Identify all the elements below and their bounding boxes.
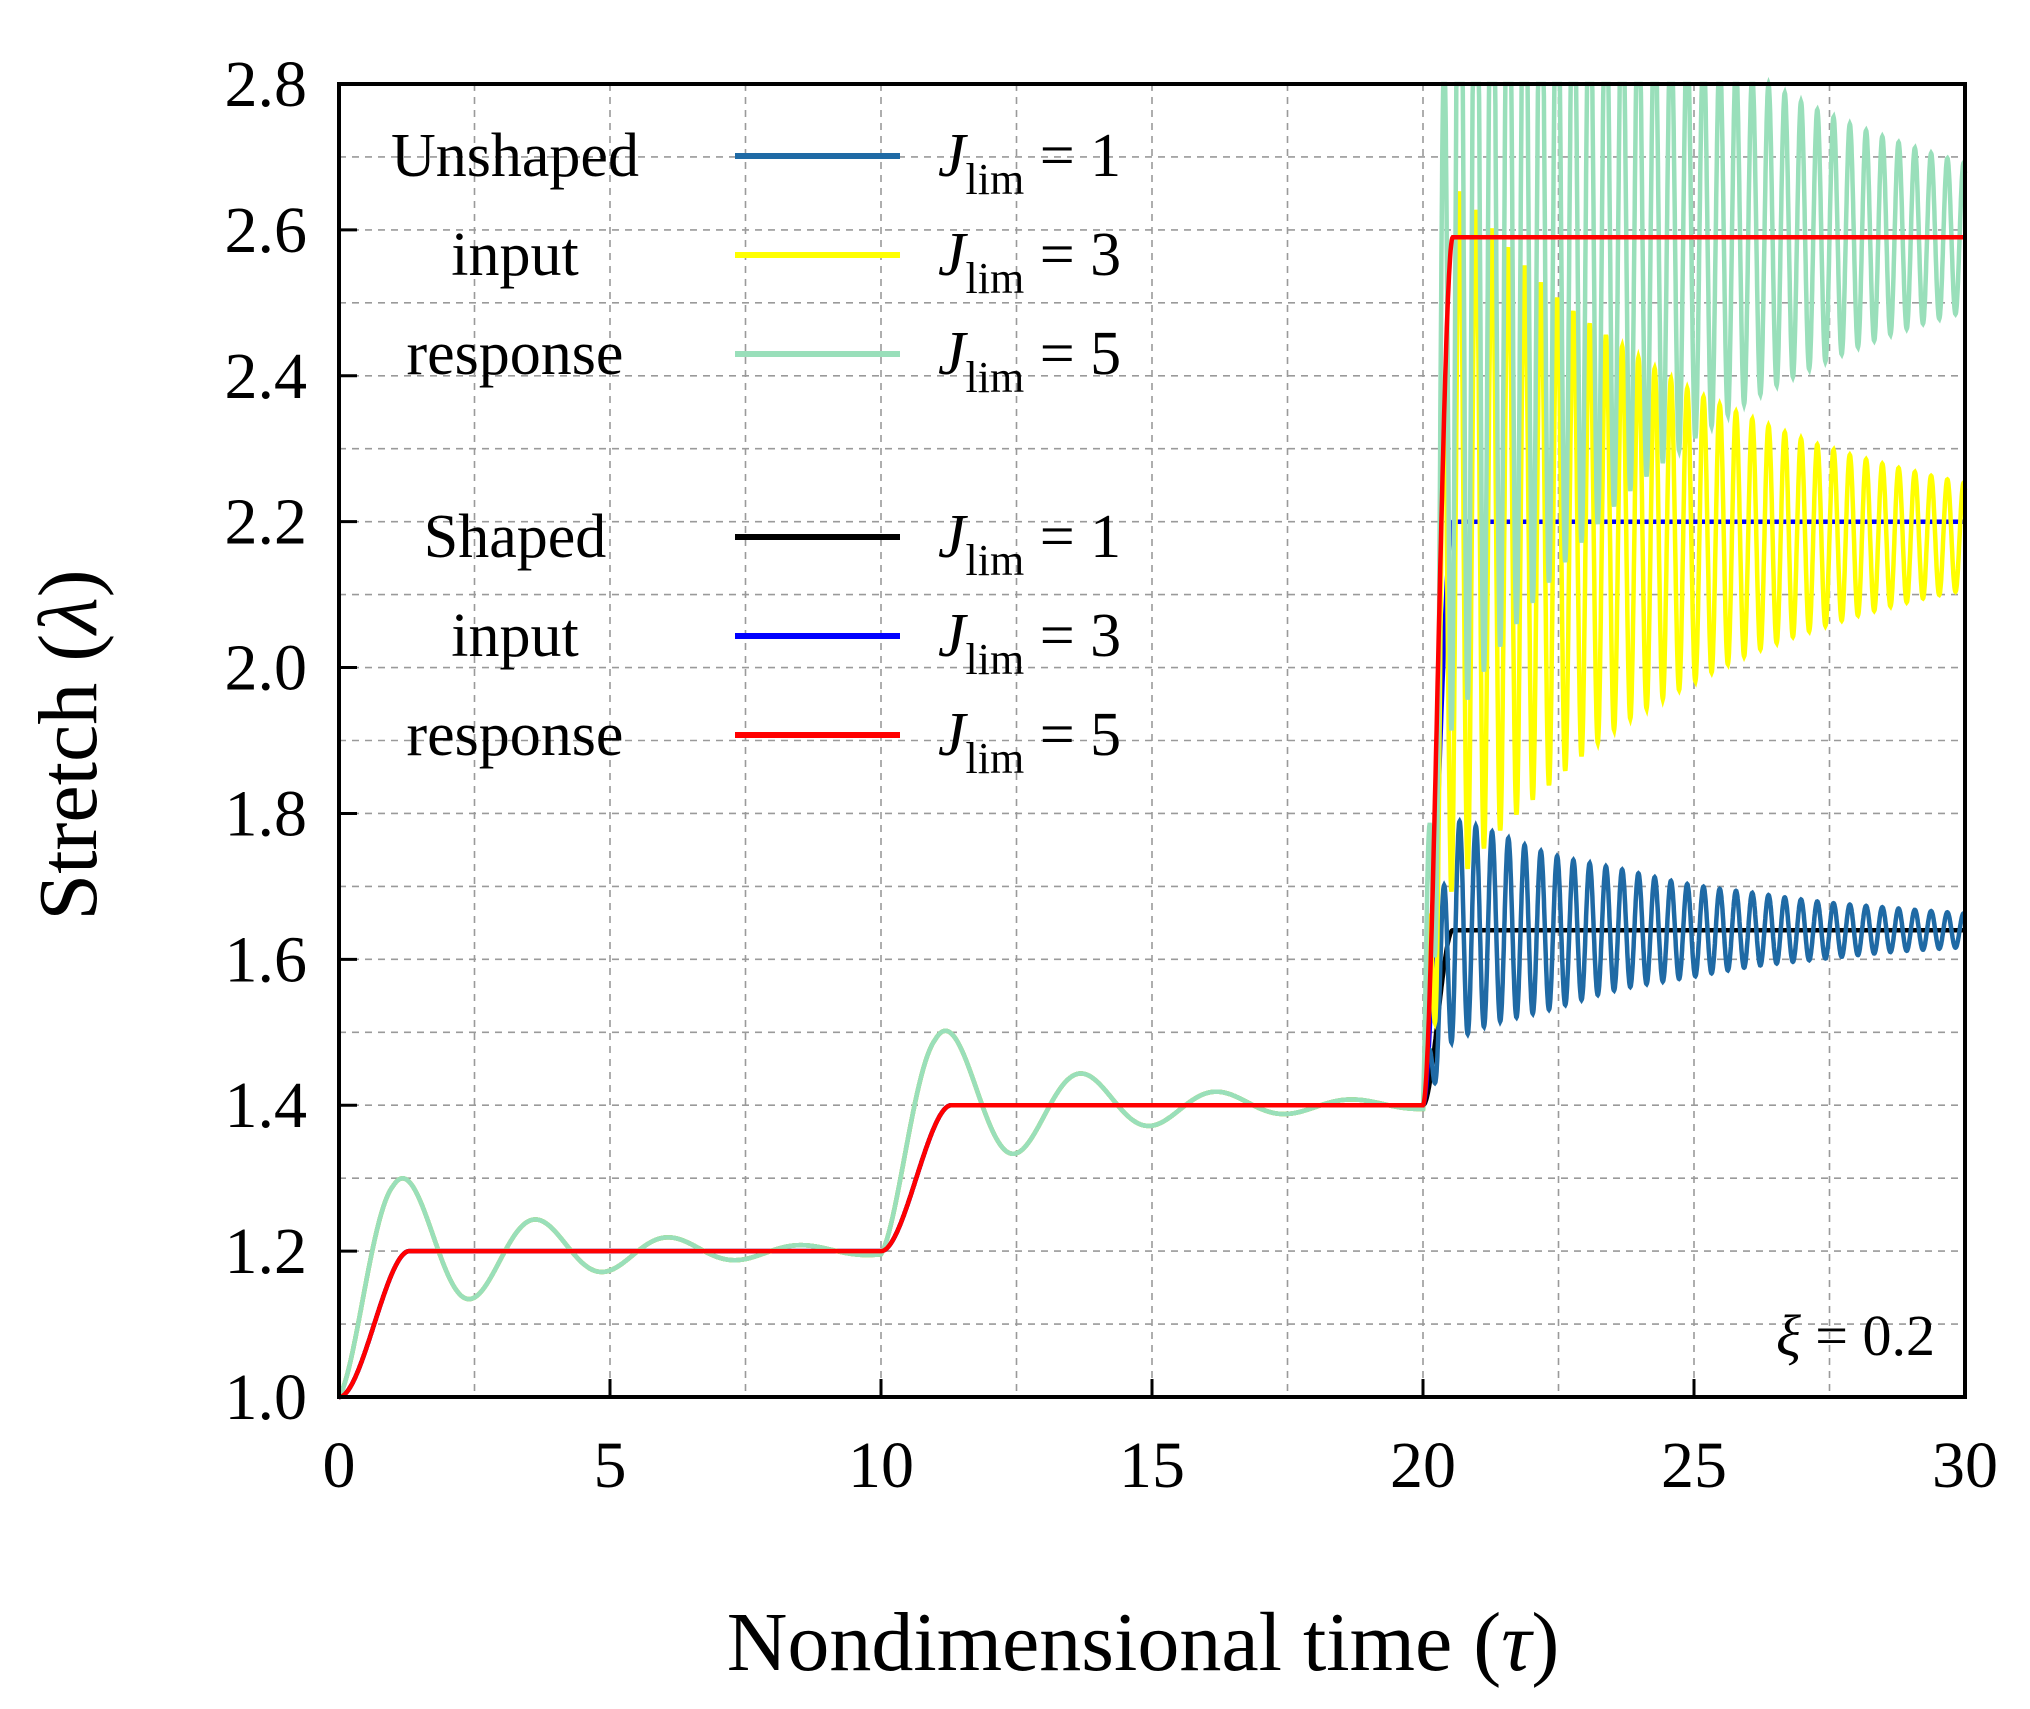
y-tick-label: 1.8	[225, 777, 308, 850]
legend-group-label: Shaped	[424, 503, 607, 571]
y-tick-label: 2.6	[225, 194, 308, 267]
x-tick-label: 25	[1661, 1429, 1727, 1502]
x-tick-label: 10	[848, 1429, 914, 1502]
plot-series	[337, 76, 1968, 1400]
legend-entry-label: Jlim = 3	[938, 221, 1121, 303]
series-line-shaped-jlim-5	[339, 234, 1965, 1400]
legend-entry-label: Jlim = 3	[938, 602, 1121, 684]
x-tick-label: 0	[323, 1429, 356, 1502]
x-axis-title: Nondimensional time (τ)	[727, 1596, 1560, 1689]
legend-group-label: response	[407, 320, 624, 388]
y-tick-label: 1.0	[225, 1361, 308, 1434]
y-axis-title: Stretch (λ)	[22, 569, 115, 920]
y-tick-label: 2.8	[225, 48, 308, 121]
y-tick-label: 1.6	[225, 923, 308, 996]
y-tick-label: 2.2	[225, 486, 308, 559]
legend: Unshaped input response Jlim = 1 Jlim = 3 Jli…	[391, 122, 1121, 783]
y-tick-label: 1.4	[225, 1069, 308, 1142]
y-tick-label: 1.2	[225, 1215, 308, 1288]
legend-entry-label: Jlim = 1	[938, 503, 1121, 585]
x-tick-label: 30	[1932, 1429, 1998, 1502]
legend-entry-label: Jlim = 5	[938, 701, 1121, 783]
legend-group-label: Unshaped	[391, 122, 639, 190]
x-tick-label: 5	[594, 1429, 627, 1502]
legend-group-label: input	[451, 221, 578, 289]
y-tick-label: 2.4	[225, 340, 308, 413]
x-tick-label: 20	[1390, 1429, 1456, 1502]
x-tick-label: 15	[1119, 1429, 1185, 1502]
legend-group-label: response	[407, 701, 624, 769]
damping-annotation: ξ = 0.2	[1776, 1303, 1935, 1368]
axis-ticks: 0 5 10 15 20 25 30 1.0 1.2 1.4 1.6 1.8 2.0 2.2 2.4 2.6 2…	[225, 48, 1999, 1502]
legend-group-label: input	[451, 602, 578, 670]
series-line-unshaped-jlim-5	[337, 76, 1968, 1399]
y-tick-label: 2.0	[225, 632, 308, 705]
legend-entry-label: Jlim = 1	[938, 122, 1121, 204]
legend-entry-label: Jlim = 5	[938, 320, 1121, 402]
